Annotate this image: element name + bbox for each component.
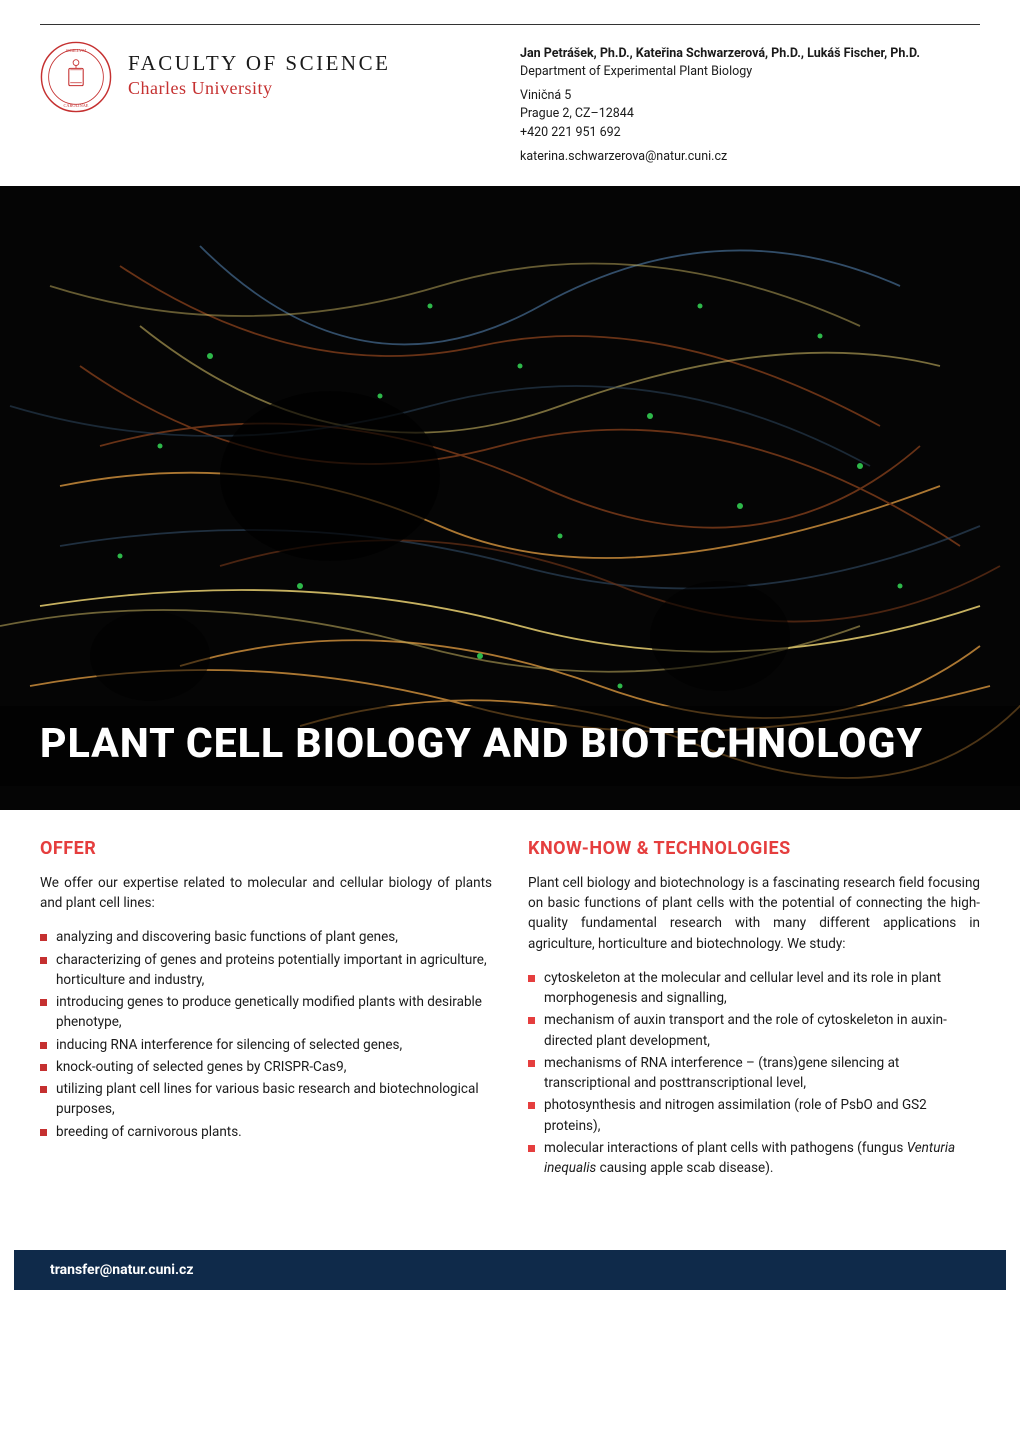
list-item: analyzing and discovering basic function…	[40, 927, 492, 947]
page: SIGILLVM CAROLINAE FACULTY OF SCIENCE Ch…	[0, 24, 1020, 1290]
list-item: molecular interactions of plant cells wi…	[528, 1138, 980, 1179]
list-item: characterizing of genes and proteins pot…	[40, 950, 492, 991]
list-item: introducing genes to produce genetically…	[40, 992, 492, 1033]
offer-column: OFFER We offer our expertise related to …	[40, 838, 492, 1181]
faculty-block: FACULTY OF SCIENCE Charles University	[128, 41, 390, 99]
address-line-2: Prague 2, CZ–12844	[520, 105, 980, 123]
hero-image: PLANT CELL BIOLOGY AND BIOTECHNOLOGY	[0, 186, 1020, 810]
authors: Jan Petrášek, Ph.D., Kateřina Schwarzero…	[520, 45, 980, 63]
list-item: photosynthesis and nitrogen assimilation…	[528, 1095, 980, 1136]
university-seal-icon: SIGILLVM CAROLINAE	[40, 41, 112, 113]
knowhow-column: KNOW-HOW & TECHNOLOGIES Plant cell biolo…	[528, 838, 980, 1181]
header-left: SIGILLVM CAROLINAE FACULTY OF SCIENCE Ch…	[40, 41, 500, 166]
list-item: cytoskeleton at the molecular and cellul…	[528, 968, 980, 1009]
hero-title: PLANT CELL BIOLOGY AND BIOTECHNOLOGY	[40, 720, 980, 768]
list-item: inducing RNA interference for silencing …	[40, 1035, 492, 1055]
phone: +420 221 951 692	[520, 124, 980, 142]
header: SIGILLVM CAROLINAE FACULTY OF SCIENCE Ch…	[0, 25, 1020, 186]
list-item: utilizing plant cell lines for various b…	[40, 1079, 492, 1120]
offer-list: analyzing and discovering basic function…	[40, 927, 492, 1142]
faculty-name: FACULTY OF SCIENCE	[128, 51, 390, 76]
knowhow-intro: Plant cell biology and biotechnology is …	[528, 873, 980, 954]
university-name: Charles University	[128, 78, 390, 99]
address-line-1: Viničná 5	[520, 87, 980, 105]
svg-text:CAROLINAE: CAROLINAE	[64, 103, 89, 108]
hero-title-bar: PLANT CELL BIOLOGY AND BIOTECHNOLOGY	[0, 706, 1020, 786]
knowhow-title: KNOW-HOW & TECHNOLOGIES	[528, 838, 980, 859]
list-item: mechanism of auxin transport and the rol…	[528, 1010, 980, 1051]
offer-title: OFFER	[40, 838, 492, 859]
department: Department of Experimental Plant Biology	[520, 63, 980, 81]
svg-text:SIGILLVM: SIGILLVM	[66, 48, 86, 53]
content: OFFER We offer our expertise related to …	[0, 810, 1020, 1251]
footer-email: transfer@natur.cuni.cz	[50, 1262, 193, 1278]
knowhow-list: cytoskeleton at the molecular and cellul…	[528, 968, 980, 1179]
hero-title-wrap: PLANT CELL BIOLOGY AND BIOTECHNOLOGY	[0, 706, 1020, 786]
footer: transfer@natur.cuni.cz	[14, 1250, 1006, 1290]
list-item: mechanisms of RNA interference – (trans)…	[528, 1053, 980, 1094]
offer-intro: We offer our expertise related to molecu…	[40, 873, 492, 914]
contact-email: katerina.schwarzerova@natur.cuni.cz	[520, 148, 980, 166]
list-item: knock-outing of selected genes by CRISPR…	[40, 1057, 492, 1077]
header-contact: Jan Petrášek, Ph.D., Kateřina Schwarzero…	[520, 41, 980, 166]
list-item: breeding of carnivorous plants.	[40, 1122, 492, 1142]
